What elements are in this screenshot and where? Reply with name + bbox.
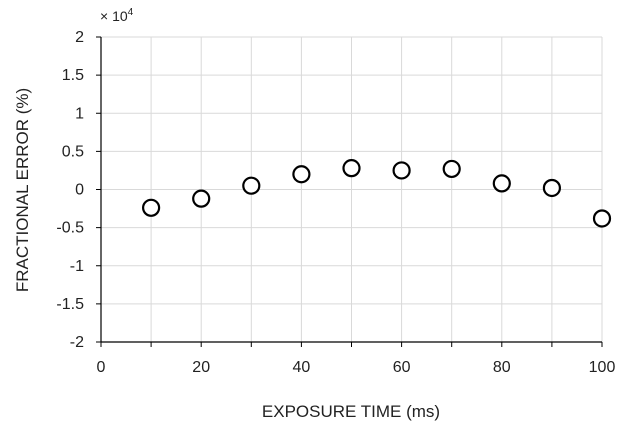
data-point bbox=[542, 178, 562, 198]
y-tick-label: 1 bbox=[75, 105, 84, 122]
data-point bbox=[592, 209, 612, 228]
x-tick-label: 80 bbox=[493, 359, 511, 376]
x-tick-label: 100 bbox=[589, 359, 616, 376]
data-point bbox=[192, 189, 211, 208]
x-tick-labels: 0 20 40 60 80 100 bbox=[97, 359, 616, 376]
data-points bbox=[142, 159, 612, 228]
x-tick-label: 20 bbox=[192, 359, 210, 376]
y-tick-label: 1.5 bbox=[62, 67, 84, 84]
x-axis-label: EXPOSURE TIME (ms) bbox=[262, 402, 440, 421]
data-point bbox=[392, 161, 411, 180]
y-axis-label: FRACTIONAL ERROR (%) bbox=[13, 88, 32, 292]
data-point bbox=[242, 176, 261, 195]
data-point bbox=[492, 174, 511, 193]
y-tick-label: 0 bbox=[75, 182, 84, 199]
y-tick-label: 0.5 bbox=[62, 143, 84, 160]
data-point bbox=[342, 159, 361, 178]
y-tick-label: -1.5 bbox=[56, 296, 84, 313]
y-tick-label: -0.5 bbox=[56, 220, 84, 237]
x-tick-label: 60 bbox=[393, 359, 411, 376]
y-tick-label: -2 bbox=[70, 334, 84, 351]
data-point bbox=[292, 165, 311, 184]
y-tick-labels: -2 -1.5 -1 -0.5 0 0.5 1 1.5 2 bbox=[56, 29, 84, 351]
y-tick-label: 2 bbox=[75, 29, 84, 46]
data-point bbox=[442, 159, 461, 179]
multiplier-exponent: 4 bbox=[128, 7, 134, 18]
x-tick-label: 0 bbox=[97, 359, 106, 376]
data-point bbox=[142, 198, 161, 217]
axes bbox=[96, 36, 603, 347]
y-tick-label: -1 bbox=[70, 258, 84, 275]
grid bbox=[101, 36, 603, 342]
x-tick-label: 40 bbox=[293, 359, 311, 376]
multiplier-label: × 104 bbox=[100, 7, 134, 24]
